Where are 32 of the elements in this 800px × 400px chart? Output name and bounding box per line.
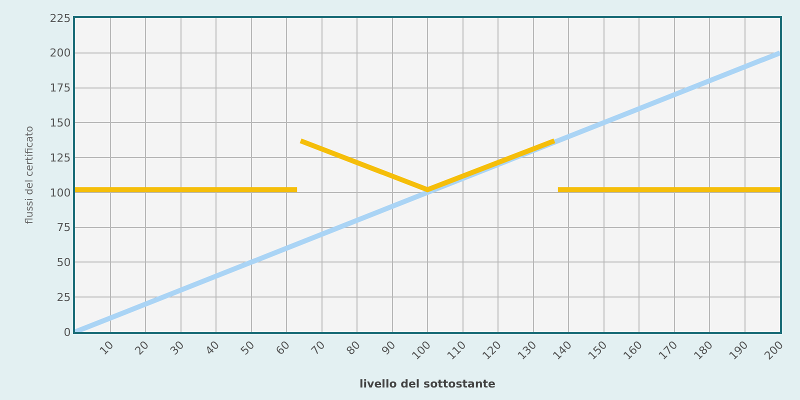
y-axis-title: flussi del certificato	[24, 126, 36, 224]
x-tick-label: 120	[480, 338, 504, 363]
x-tick-label: 50	[238, 338, 258, 358]
x-tick-label: 10	[97, 338, 116, 358]
y-tick-label: 125	[50, 151, 71, 164]
x-tick-label: 200	[762, 338, 786, 363]
x-tick-label: 30	[168, 338, 187, 358]
x-axis-title: livello del sottostante	[360, 377, 496, 390]
y-tick-label: 225	[50, 12, 71, 25]
y-tick-label: 175	[50, 82, 71, 95]
y-tick-label: 50	[56, 256, 71, 270]
x-tick-label: 20	[132, 338, 152, 358]
x-tick-label: 160	[620, 338, 646, 363]
x-tick-label: 150	[586, 338, 610, 363]
x-tick-label: 190	[726, 338, 751, 363]
x-tick-label: 70	[308, 338, 328, 358]
x-tick-label: 90	[379, 338, 398, 358]
y-tick-label: 200	[50, 46, 71, 60]
x-tick-label: 110	[444, 338, 469, 363]
x-tick-label: 100	[409, 338, 434, 363]
x-tick-label: 130	[515, 338, 540, 363]
x-tick-label: 40	[202, 338, 222, 358]
y-tick-label: 150	[50, 116, 71, 130]
x-tick-label: 60	[273, 338, 293, 358]
x-tick-label: 140	[550, 338, 575, 363]
x-tick-label: 180	[691, 338, 716, 363]
x-tick-label: 170	[656, 338, 680, 363]
y-tick-label: 75	[56, 221, 71, 234]
x-tick-label: 80	[344, 338, 364, 358]
y-tick-label: 0	[64, 326, 71, 339]
y-tick-label: 25	[56, 290, 71, 304]
y-tick-label: 100	[50, 186, 71, 200]
